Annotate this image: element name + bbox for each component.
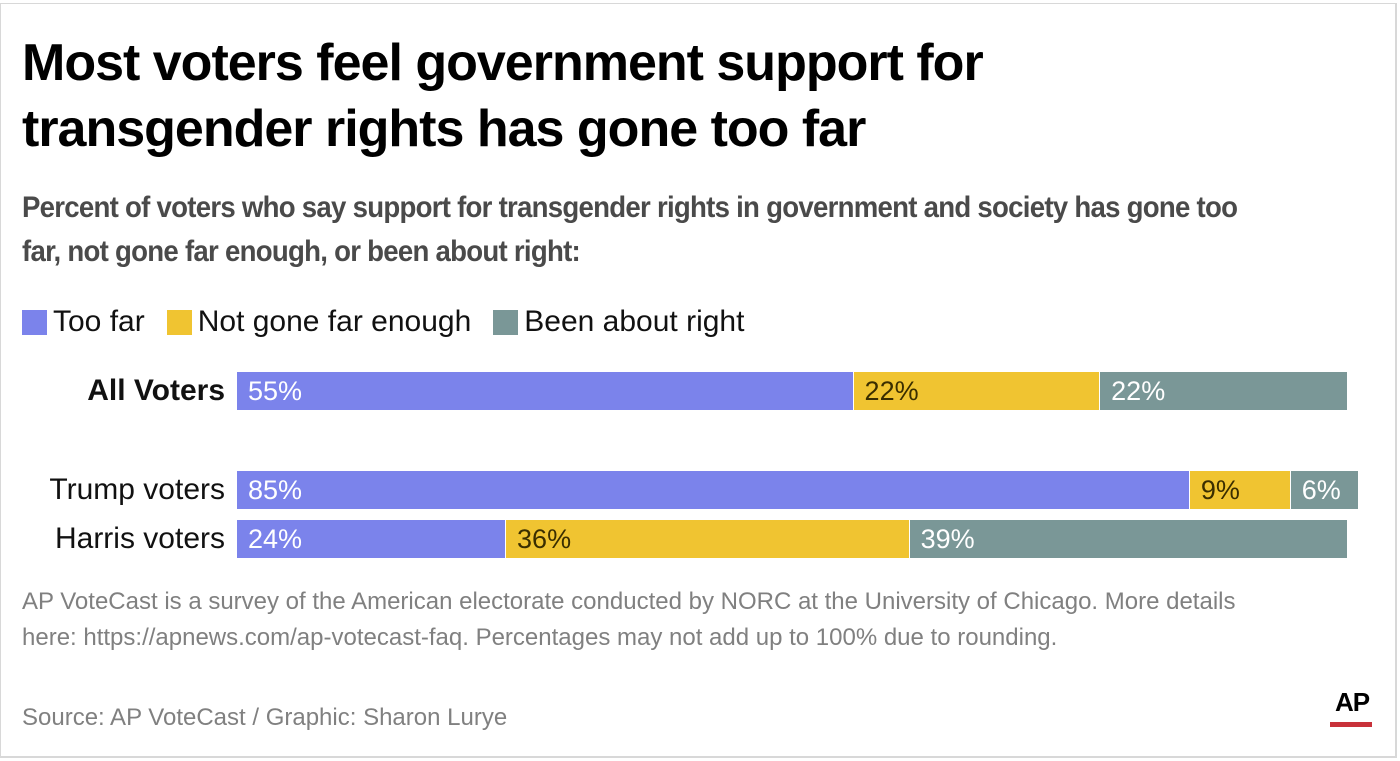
legend-label: Been about right bbox=[524, 305, 745, 338]
legend-label: Too far bbox=[53, 305, 145, 338]
data-label: 24% bbox=[248, 524, 303, 554]
bar-segment: 36% bbox=[506, 520, 909, 558]
ap-logo-text: AP bbox=[1334, 687, 1370, 717]
legend-item: Too far bbox=[22, 305, 145, 339]
methodology-note: AP VoteCast is a survey of the American … bbox=[22, 588, 1236, 651]
bar-segment: 85% bbox=[237, 471, 1189, 509]
legend-label: Not gone far enough bbox=[197, 305, 472, 338]
data-label: 55% bbox=[248, 376, 303, 406]
bar-segment: 39% bbox=[909, 520, 1347, 558]
data-label: 22% bbox=[864, 376, 919, 406]
bar-segment: 55% bbox=[237, 372, 853, 410]
bar-segment: 24% bbox=[237, 520, 506, 558]
category-label: Harris voters bbox=[54, 522, 225, 555]
bar-segment: 6% bbox=[1290, 471, 1358, 509]
bar-segment: 22% bbox=[1100, 372, 1347, 410]
legend-swatch bbox=[166, 309, 192, 335]
data-label: 39% bbox=[920, 524, 975, 554]
category-label: All Voters bbox=[87, 374, 225, 407]
data-label: 9% bbox=[1200, 475, 1240, 505]
bar-segment: 9% bbox=[1189, 471, 1290, 509]
data-label: 22% bbox=[1111, 376, 1166, 406]
ap-logo-underline bbox=[1330, 722, 1372, 727]
chart-frame bbox=[0, 3, 1397, 758]
ap-logo: AP bbox=[1330, 688, 1374, 728]
data-label: 85% bbox=[248, 475, 303, 505]
chart-title: Most voters feel government support for … bbox=[22, 34, 984, 158]
legend: Too far Not gone far enough Been about rig… bbox=[22, 305, 766, 339]
bar-segment: 22% bbox=[853, 372, 1100, 410]
data-label: 6% bbox=[1301, 475, 1341, 505]
legend-item: Not gone far enough bbox=[166, 305, 472, 339]
chart-subtitle: Percent of voters who say support for tr… bbox=[22, 191, 1238, 268]
legend-swatch bbox=[22, 309, 47, 335]
category-label: Trump voters bbox=[49, 473, 225, 506]
data-label: 36% bbox=[517, 524, 572, 554]
legend-item: Been about right bbox=[493, 305, 744, 339]
source-credit: Source: AP VoteCast / Graphic: Sharon Lu… bbox=[22, 704, 508, 731]
legend-swatch bbox=[493, 309, 519, 335]
